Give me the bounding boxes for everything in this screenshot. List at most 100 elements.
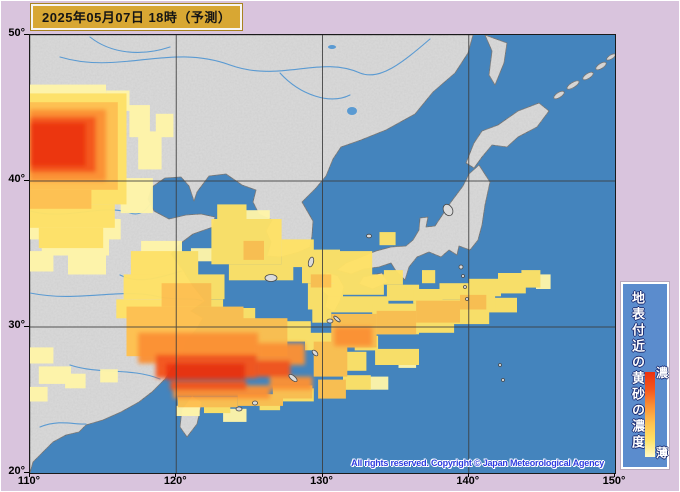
kosa-concentration-cell [30, 251, 54, 272]
kosa-concentration-cell [256, 360, 291, 377]
kosa-concentration-cell [468, 278, 501, 297]
lon-axis-label: 150° [602, 475, 626, 487]
river [39, 422, 87, 428]
lon-axis-label: 110° [17, 475, 41, 487]
kosa-concentration-cell [258, 343, 305, 365]
kosa-concentration-cell [237, 394, 283, 406]
lon-axis-tick [467, 473, 469, 477]
legend-thin-label: 薄 [656, 446, 669, 460]
hokkaido-island [465, 102, 550, 169]
lon-axis-tick [29, 473, 30, 477]
kosa-concentration-cell [30, 84, 106, 97]
oki-island [366, 233, 372, 239]
kosa-concentration-cell [176, 405, 200, 416]
kosa-concentration-cell [376, 310, 417, 335]
kosa-concentration-cell [38, 366, 71, 384]
kosa-concentration-cell [177, 397, 238, 408]
kosa-concentration-cell [343, 375, 371, 390]
kosa-concentration-cell [130, 251, 199, 275]
lat-axis-label: 40° [8, 173, 25, 185]
islet [501, 378, 505, 382]
kosa-concentration-cell [166, 363, 245, 380]
izu-island [461, 274, 465, 278]
lat-axis-tick [24, 180, 29, 181]
izu-island [458, 264, 464, 270]
kuril-island [582, 71, 594, 81]
kosa-concentration-cell [138, 131, 162, 170]
lon-axis-label: 120° [163, 475, 187, 487]
kosa-concentration-cell [379, 232, 396, 246]
izu-island [465, 297, 469, 301]
kosa-concentration-cell [38, 227, 104, 249]
river [279, 72, 351, 100]
kosa-concentration-cell [340, 251, 373, 275]
lakes-layer [328, 45, 357, 115]
lake [347, 107, 357, 115]
legend-title: 地表付近の黄砂の濃度 [630, 291, 645, 451]
okinawa-island [288, 373, 298, 383]
kosa-concentration-cell [100, 369, 118, 383]
kosa-concentration-cell [30, 204, 115, 228]
kosa-concentration-cell [341, 351, 367, 371]
kosa-concentration-cell [155, 113, 174, 138]
grid-layer [30, 35, 615, 473]
kosa-concentration-cell [318, 379, 346, 399]
legend-gradient-bar [645, 372, 655, 457]
kosa-concentration-cell [369, 376, 389, 390]
kosa-concentration-cell [129, 105, 150, 138]
miyako-island [252, 400, 258, 406]
kosa-concentration-cell [310, 274, 332, 288]
forecast-datetime-text: 2025年05月07日 18時（予測） [42, 10, 232, 25]
lat-axis-label: 30° [8, 319, 25, 331]
kosa-concentration-cell [386, 284, 420, 301]
lon-axis-tick [321, 473, 323, 477]
jeju-island [264, 274, 278, 282]
tsushima-island [307, 256, 315, 268]
kosa-concentration-cell [30, 347, 54, 364]
copyright-text: All rights reserved. Copyright © Japan M… [351, 458, 604, 468]
amami-island [311, 349, 319, 357]
kosa-concentration-cell [460, 294, 487, 310]
river [89, 36, 171, 53]
forecast-datetime-label: 2025年05月07日 18時（予測） [31, 4, 243, 30]
lat-axis-tick [24, 34, 29, 35]
lon-axis-label: 140° [456, 475, 480, 487]
sakhalin-island [484, 35, 508, 86]
islet [498, 363, 502, 367]
lake [328, 45, 336, 49]
kuril-island [566, 80, 580, 90]
lat-axis-tick [24, 326, 29, 327]
kuril-island [553, 90, 565, 100]
kosa-concentration-cell [498, 273, 526, 294]
kosa-concentration-cell [30, 386, 48, 402]
yakushima-island [326, 318, 334, 324]
legend-panel: 地表付近の黄砂の濃度 濃 薄 [621, 282, 669, 469]
kosa-concentration-cell [217, 204, 247, 222]
kuril-island [606, 53, 615, 61]
kosa-overlay-dense-layer [30, 109, 373, 399]
lat-axis-tick [24, 472, 29, 473]
kosa-concentration-cell [228, 264, 294, 281]
map-area: All rights reserved. Copyright © Japan M… [29, 34, 616, 474]
kosa-concentration-cell [521, 270, 541, 288]
lat-axis-label: 50° [8, 27, 25, 39]
kosa-concentration-cell [334, 327, 373, 346]
kosa-concentration-cell [243, 240, 264, 260]
kosa-concentration-cell [30, 122, 86, 167]
lon-axis-tick [614, 473, 615, 477]
tanegashima-island [333, 315, 341, 323]
kosa-concentration-cell [269, 376, 313, 390]
lon-axis-tick [175, 473, 177, 477]
kosa-map [30, 35, 615, 473]
kosa-concentration-cell [416, 300, 460, 323]
lat-axis-label: 20° [8, 465, 25, 477]
kuril-island [595, 61, 607, 71]
ishigaki-island [235, 406, 243, 412]
kosa-concentration-cell [170, 381, 247, 390]
izu-island [463, 285, 467, 289]
kosa-concentration-cell [334, 274, 384, 295]
kosa-concentration-cell [30, 189, 92, 209]
kosa-concentration-cell [68, 255, 106, 275]
kosa-concentration-cell [383, 270, 403, 285]
lon-axis-label: 130° [310, 475, 333, 487]
